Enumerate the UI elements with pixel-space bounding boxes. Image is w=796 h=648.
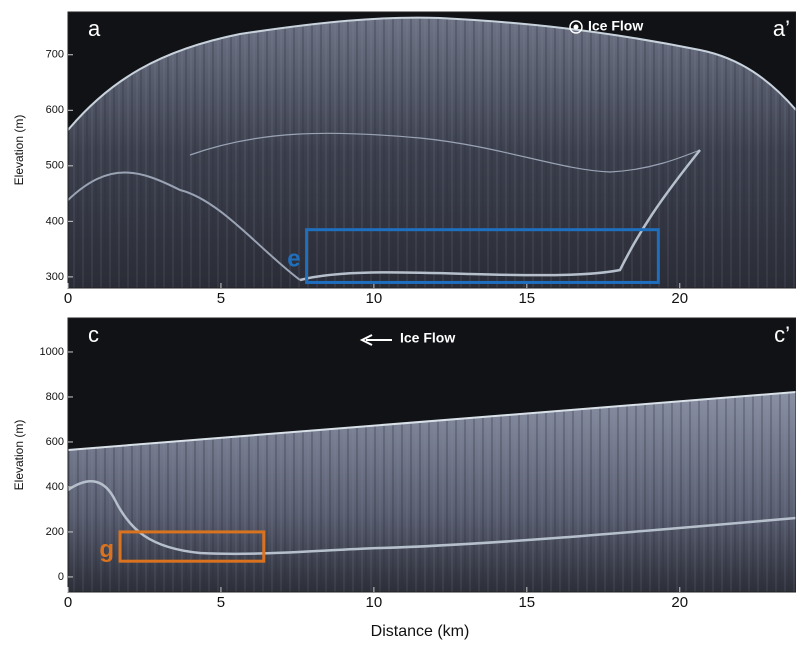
- radar-image-a: [68, 12, 796, 288]
- highlight-label: e: [287, 245, 300, 272]
- x-tick-label: 5: [217, 290, 225, 307]
- flow-annotation: Ice Flow: [588, 18, 643, 34]
- y-tick-label: 400: [46, 481, 64, 493]
- x-tick-label: 20: [671, 594, 688, 611]
- y-tick-label: 200: [46, 526, 64, 538]
- x-tick-label: 10: [366, 290, 383, 307]
- highlight-label: g: [99, 536, 114, 563]
- y-tick-label: 0: [58, 571, 64, 583]
- panel-end-label: c’: [774, 322, 790, 347]
- y-tick-label: 400: [46, 215, 64, 227]
- flow-annotation: Ice Flow: [400, 330, 455, 346]
- y-axis-title: Elevation (m): [12, 420, 26, 491]
- x-tick-label: 0: [64, 290, 72, 307]
- x-axis-title: Distance (km): [371, 623, 470, 640]
- x-tick-label: 15: [518, 594, 535, 611]
- y-tick-label: 300: [46, 271, 64, 283]
- x-tick-label: 5: [217, 594, 225, 611]
- panel-label: a: [88, 16, 101, 41]
- y-tick-label: 600: [46, 104, 64, 116]
- y-tick-label: 600: [46, 436, 64, 448]
- panel-end-label: a’: [773, 16, 790, 41]
- y-tick-label: 500: [46, 160, 64, 172]
- y-tick-label: 700: [46, 49, 64, 61]
- panel-label: c: [88, 322, 99, 347]
- x-tick-label: 15: [518, 290, 535, 307]
- y-tick-label: 1000: [40, 346, 64, 358]
- flow-icon-dot: [574, 25, 579, 30]
- x-tick-label: 20: [671, 290, 688, 307]
- figure: Distance (km) 05101520300400500600700Ele…: [0, 0, 796, 643]
- radar-image-c: [68, 318, 796, 592]
- x-tick-label: 10: [366, 594, 383, 611]
- y-axis-title: Elevation (m): [12, 115, 26, 186]
- y-tick-label: 800: [46, 391, 64, 403]
- x-tick-label: 0: [64, 594, 72, 611]
